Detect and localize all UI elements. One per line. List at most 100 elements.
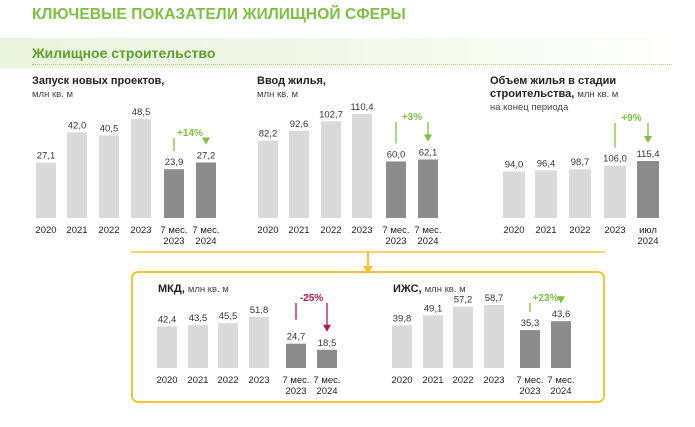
category-label-mkd-5: 7 мес. 2024	[313, 375, 340, 397]
category-label-under_construction-0: 2020	[503, 225, 524, 236]
chart-unit-under-construction: млн кв. м	[577, 89, 619, 100]
bar-launch-5	[196, 162, 216, 218]
category-label-izhs-2: 2022	[452, 375, 473, 386]
growth-arrow-icon-izhs	[557, 296, 565, 304]
category-label-launch-2: 2022	[98, 225, 119, 236]
chart-commissioning: 82,2 2020 92,6 2021 102,7 2022 110,4 2023 60,0 7 …	[257, 102, 441, 247]
value-label-under_construction-1: 96,4	[537, 158, 556, 169]
growth-label-launch: +14%	[177, 128, 203, 139]
value-label-izhs-5: 43,6	[552, 309, 571, 320]
category-label-launch-5: 7 мес. 2024	[192, 225, 219, 247]
value-label-launch-1: 42,0	[68, 120, 87, 131]
chart-title-under-construction: Объем жилья в стадии строительства, млн …	[490, 75, 660, 114]
category-label-mkd-4: 7 мес. 2023	[282, 375, 309, 397]
bar-izhs-1	[423, 315, 443, 368]
bar-launch-1	[67, 132, 87, 218]
category-label-mkd-0: 2020	[156, 375, 177, 386]
value-label-commissioning-5: 62,1	[419, 148, 438, 159]
growth-label-under_construction: +9%	[621, 113, 641, 124]
growth-arrow-icon-launch	[202, 137, 210, 145]
bar-mkd-0	[157, 326, 177, 368]
growth-label-commissioning: +3%	[402, 112, 422, 123]
category-label-mkd-3: 2023	[248, 375, 269, 386]
value-label-launch-4: 23,9	[165, 157, 184, 168]
category-label-izhs-3: 2023	[483, 375, 504, 386]
chart-mkd: 42,4 2020 43,5 2021 45,5 2022 51,8 2023 24,7 7 ме…	[156, 293, 340, 397]
category-label-commissioning-5: 7 мес. 2024	[414, 225, 441, 247]
bar-under_construction-2	[569, 169, 591, 218]
value-label-izhs-0: 39,8	[393, 313, 412, 324]
chart-subtitle-under-construction: на конец периода	[490, 102, 569, 113]
chart-title-izhs: ИЖС, млн кв. м	[393, 283, 466, 296]
value-label-mkd-5: 18,5	[318, 338, 337, 349]
chart-title-launch: Запуск новых проектов, млн кв. м	[32, 75, 164, 101]
value-label-mkd-2: 45,5	[219, 311, 238, 322]
chart-title-commissioning-text: Ввод жилья,	[257, 75, 326, 87]
value-label-commissioning-4: 60,0	[387, 149, 406, 160]
category-label-mkd-2: 2022	[217, 375, 238, 386]
growth-arrow-icon-commissioning	[424, 134, 432, 142]
bar-mkd-4	[286, 343, 306, 368]
chart-title-mkd: МКД, млн кв. м	[158, 283, 229, 296]
value-label-mkd-1: 43,5	[189, 313, 208, 324]
chart-launch: 27,1 2020 42,0 2021 40,5 2022 48,5 2023 23,9 7 ме…	[35, 107, 219, 247]
bar-launch-0	[36, 162, 56, 218]
bar-commissioning-3	[352, 114, 372, 218]
bar-commissioning-5	[418, 159, 438, 218]
bar-izhs-0	[392, 325, 412, 368]
bar-izhs-3	[484, 305, 504, 368]
category-label-launch-0: 2020	[35, 225, 56, 236]
bar-izhs-4	[520, 330, 540, 368]
value-label-izhs-1: 49,1	[424, 303, 443, 314]
value-label-launch-2: 40,5	[100, 123, 119, 134]
value-label-under_construction-2: 98,7	[571, 157, 590, 168]
bar-launch-4	[164, 169, 184, 218]
value-label-launch-0: 27,1	[37, 151, 56, 162]
value-label-under_construction-4: 115,4	[636, 149, 659, 160]
section-divider	[32, 64, 672, 65]
value-label-izhs-2: 57,2	[454, 295, 473, 306]
bar-izhs-5	[551, 321, 571, 368]
value-label-under_construction-0: 94,0	[505, 160, 524, 171]
bar-commissioning-4	[386, 161, 406, 218]
chart-title-mkd-text: МКД,	[158, 283, 185, 295]
category-label-launch-4: 7 мес. 2023	[160, 225, 187, 247]
category-label-izhs-0: 2020	[391, 375, 412, 386]
category-label-izhs-1: 2021	[422, 375, 443, 386]
category-label-under_construction-1: 2021	[535, 225, 556, 236]
growth-arrow-icon-under_construction	[644, 136, 652, 143]
category-label-commissioning-1: 2021	[288, 225, 309, 236]
category-label-launch-1: 2021	[66, 225, 87, 236]
bar-mkd-2	[218, 323, 238, 368]
value-label-commissioning-0: 82,2	[259, 129, 278, 140]
chart-title-izhs-text: ИЖС,	[393, 283, 422, 295]
connector-arrow-icon	[363, 266, 373, 274]
panel-connector	[131, 251, 605, 274]
value-label-launch-5: 27,2	[197, 150, 216, 161]
page-title: КЛЮЧЕВЫЕ ПОКАЗАТЕЛИ ЖИЛИЩНОЙ СФЕРЫ	[32, 6, 406, 23]
bar-under_construction-3	[604, 165, 626, 218]
value-label-under_construction-3: 106,0	[603, 154, 627, 165]
value-label-izhs-3: 58,7	[485, 293, 504, 304]
value-label-mkd-0: 42,4	[158, 314, 177, 325]
bar-commissioning-0	[258, 140, 278, 218]
section-title: Жилищное строительство	[32, 45, 216, 61]
growth-label-izhs: +23%	[533, 293, 559, 304]
bar-izhs-2	[453, 306, 473, 368]
bar-under_construction-0	[503, 171, 525, 218]
chart-title-launch-text: Запуск новых проектов,	[32, 75, 165, 87]
value-label-mkd-4: 24,7	[287, 332, 306, 343]
growth-label-mkd: -25%	[300, 293, 323, 304]
chart-unit-mkd: млн кв. м	[187, 284, 229, 295]
category-label-under_construction-2: 2022	[569, 225, 590, 236]
chart-unit-izhs: млн кв. м	[424, 284, 466, 295]
chart-izhs: 39,8 2020 49,1 2021 57,2 2022 58,7 2023 35,3 7 ме…	[391, 293, 574, 397]
bar-under_construction-4	[637, 161, 659, 218]
bar-under_construction-1	[535, 170, 557, 218]
value-label-launch-3: 48,5	[132, 107, 151, 118]
bar-commissioning-1	[289, 130, 309, 218]
bar-mkd-1	[188, 325, 208, 368]
value-label-mkd-3: 51,8	[250, 305, 269, 316]
bar-launch-3	[131, 119, 151, 218]
